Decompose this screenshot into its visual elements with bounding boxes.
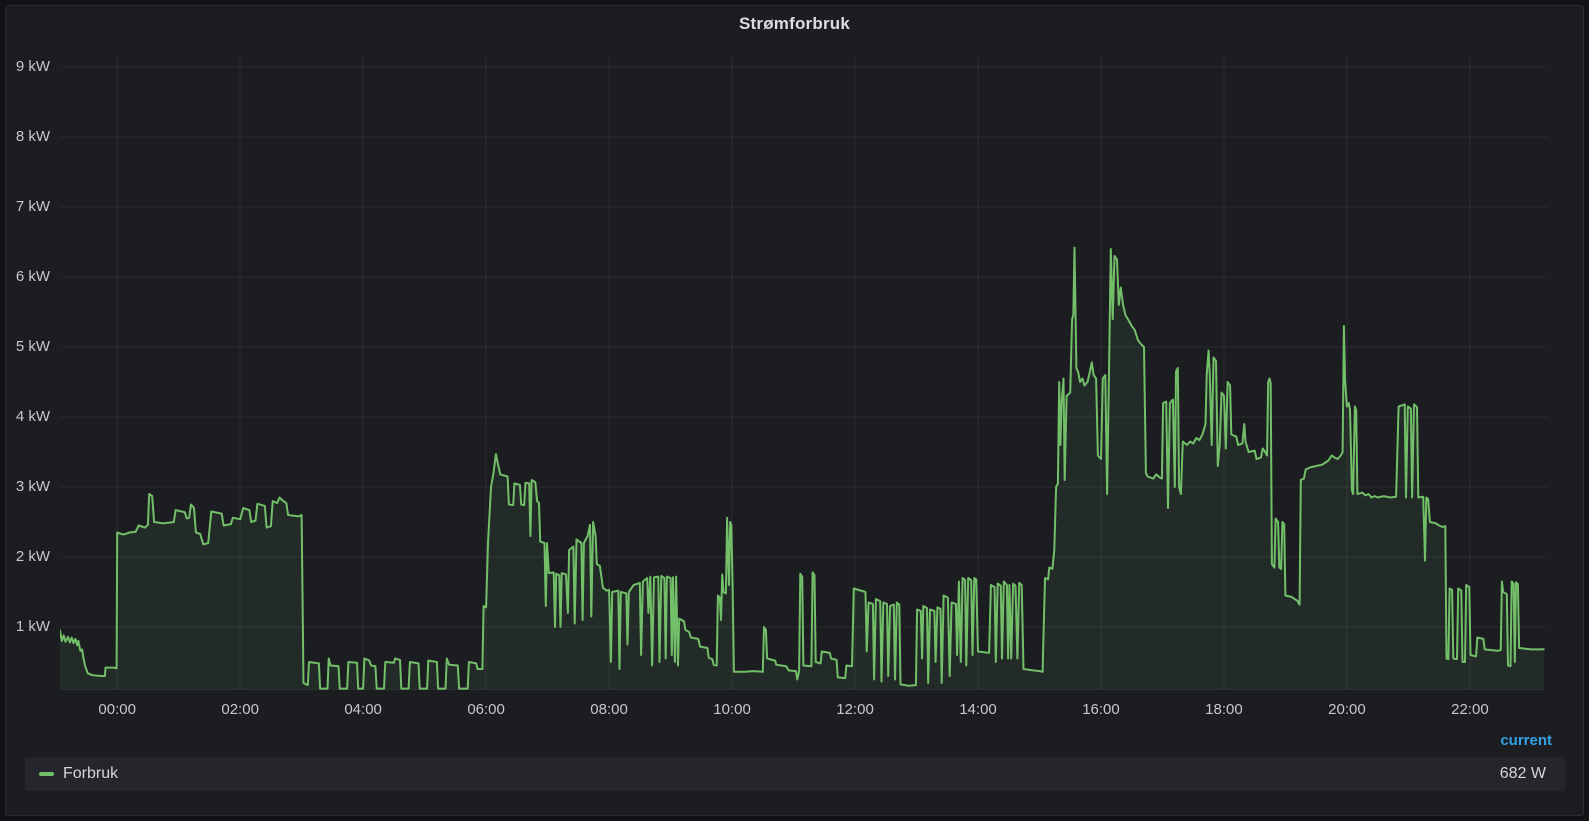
x-tick-label: 04:00	[344, 701, 382, 718]
legend-row-forbruk[interactable]: Forbruk 682 W	[25, 757, 1565, 791]
x-tick-label: 12:00	[836, 701, 874, 718]
panel-title[interactable]: Strømforbruk	[738, 14, 851, 33]
legend-column-current[interactable]: current	[1500, 732, 1552, 749]
chart-plot-area[interactable]	[60, 56, 1548, 690]
y-tick-label: 9 kW	[15, 57, 50, 75]
series-current-value: 682 W	[1499, 765, 1546, 782]
x-tick-label: 10:00	[713, 701, 751, 718]
x-tick-label: 16:00	[1082, 701, 1120, 718]
series-label[interactable]: Forbruk	[63, 765, 119, 782]
x-tick-label: 14:00	[959, 701, 997, 718]
y-tick-label: 3 kW	[15, 477, 50, 495]
x-tick-label: 22:00	[1451, 701, 1489, 718]
y-tick-label: 1 kW	[15, 617, 50, 635]
graph-panel	[5, 5, 1584, 816]
x-tick-label: 00:00	[98, 701, 136, 718]
x-tick-label: 20:00	[1328, 701, 1366, 718]
x-tick-label: 18:00	[1205, 701, 1243, 718]
y-tick-label: 2 kW	[15, 547, 50, 565]
x-tick-label: 06:00	[467, 701, 505, 718]
y-tick-label: 6 kW	[15, 267, 50, 285]
y-tick-label: 5 kW	[15, 337, 50, 355]
y-tick-label: 4 kW	[15, 407, 50, 425]
x-tick-label: 02:00	[221, 701, 259, 718]
y-tick-label: 8 kW	[15, 127, 50, 145]
x-tick-label: 08:00	[590, 701, 628, 718]
y-tick-label: 7 kW	[15, 197, 50, 215]
series-color-swatch[interactable]	[39, 772, 54, 776]
